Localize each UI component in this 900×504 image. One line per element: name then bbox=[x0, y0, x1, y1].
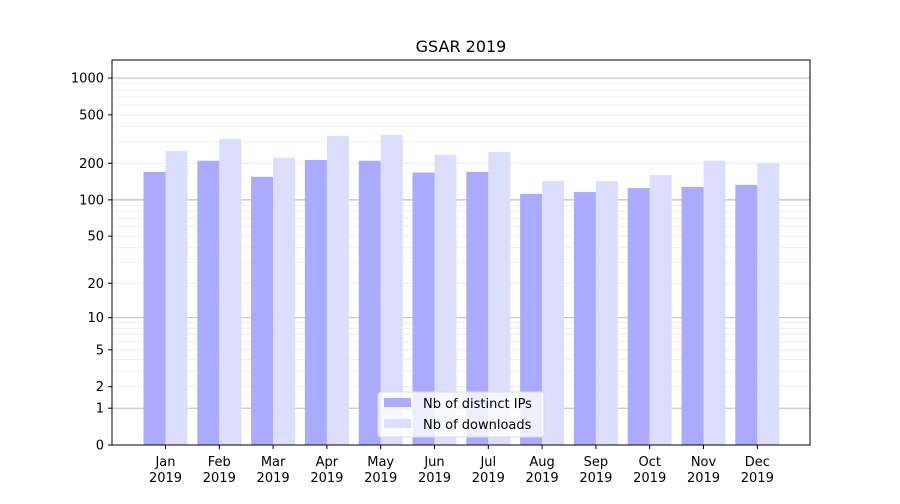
bar-distinct-ips bbox=[681, 186, 704, 445]
x-tick-label: 2019 bbox=[579, 471, 612, 486]
bar-downloads bbox=[326, 135, 349, 446]
bar-distinct-ips bbox=[735, 184, 758, 445]
bar-downloads bbox=[703, 160, 726, 446]
x-tick-label: 2019 bbox=[149, 471, 182, 486]
y-tick-label: 2 bbox=[96, 380, 104, 395]
x-tick-label: Jul bbox=[479, 455, 496, 470]
bar-downloads bbox=[434, 154, 457, 446]
x-tick-label: 2019 bbox=[203, 471, 236, 486]
x-tick-label: Jan bbox=[154, 455, 175, 470]
bar-downloads bbox=[165, 150, 188, 445]
x-tick-label: Aug bbox=[529, 455, 554, 470]
x-tick-label: 2019 bbox=[364, 471, 397, 486]
bar-downloads bbox=[649, 175, 672, 445]
bar-distinct-ips bbox=[304, 159, 327, 445]
legend-label: Nb of downloads bbox=[423, 418, 532, 433]
y-tick-label: 100 bbox=[79, 193, 104, 208]
bar-downloads bbox=[219, 138, 242, 445]
bar-downloads bbox=[757, 163, 780, 445]
y-tick-label: 5 bbox=[96, 343, 104, 358]
legend-swatch bbox=[384, 419, 411, 428]
bar-downloads bbox=[273, 157, 296, 446]
plot-frame bbox=[111, 59, 811, 446]
bar-distinct-ips bbox=[143, 171, 166, 445]
x-tick-label: 2019 bbox=[310, 471, 343, 486]
bar-downloads bbox=[595, 181, 618, 445]
y-tick-label: 50 bbox=[87, 230, 104, 245]
legend-box bbox=[377, 391, 545, 438]
bar-distinct-ips bbox=[573, 192, 596, 445]
bar-downloads bbox=[488, 151, 511, 445]
x-tick-label: Apr bbox=[316, 455, 339, 470]
x-tick-label: Sep bbox=[584, 455, 609, 470]
bar-downloads bbox=[380, 134, 403, 445]
bar-distinct-ips bbox=[358, 160, 381, 446]
bar-distinct-ips bbox=[197, 160, 220, 446]
x-tick-label: 2019 bbox=[633, 471, 666, 486]
bar-distinct-ips bbox=[466, 171, 489, 445]
y-tick-label: 500 bbox=[79, 108, 104, 123]
y-tick-label: 0 bbox=[96, 439, 104, 454]
bar-downloads bbox=[542, 181, 565, 445]
x-tick-label: Oct bbox=[638, 455, 660, 470]
x-tick-label: Dec bbox=[745, 455, 770, 470]
legend: Nb of distinct IPs Nb of downloads bbox=[377, 391, 545, 438]
x-tick-label: Nov bbox=[691, 455, 717, 470]
legend-label: Nb of distinct IPs bbox=[423, 397, 532, 412]
y-tick-label: 10 bbox=[87, 311, 104, 326]
x-tick-label: Mar bbox=[261, 455, 286, 470]
chart-title: GSAR 2019 bbox=[416, 37, 507, 56]
x-tick-label: 2019 bbox=[741, 471, 774, 486]
x-tick-label: 2019 bbox=[687, 471, 720, 486]
y-tick-label: 1000 bbox=[71, 72, 104, 87]
y-tick-label: 1 bbox=[96, 402, 104, 417]
bar-distinct-ips bbox=[627, 188, 650, 445]
x-tick-label: Jun bbox=[423, 455, 444, 470]
y-tick-label: 200 bbox=[79, 157, 104, 172]
x-tick-label: 2019 bbox=[472, 471, 505, 486]
bar-distinct-ips bbox=[520, 193, 543, 445]
x-tick-label: Feb bbox=[208, 455, 231, 470]
x-tick-label: 2019 bbox=[418, 471, 451, 486]
bar-distinct-ips bbox=[412, 172, 435, 445]
legend-swatch bbox=[384, 398, 411, 407]
y-tick-label: 20 bbox=[87, 277, 104, 292]
x-tick-label: 2019 bbox=[526, 471, 559, 486]
x-tick-label: 2019 bbox=[257, 471, 290, 486]
bar-distinct-ips bbox=[251, 176, 274, 445]
x-tick-label: May bbox=[367, 455, 394, 470]
